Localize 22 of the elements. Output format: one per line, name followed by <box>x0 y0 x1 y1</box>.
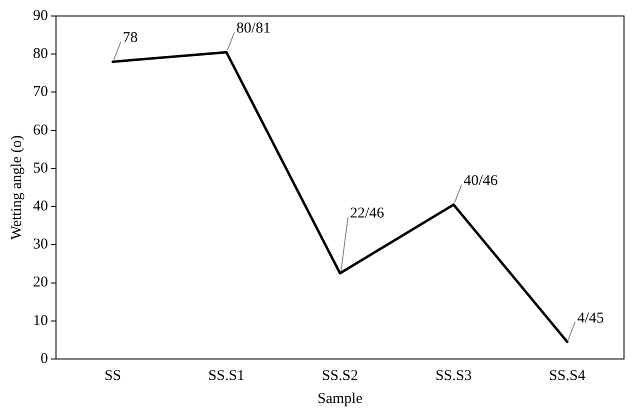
x-tick-label: SS.S1 <box>208 368 245 384</box>
y-tick-label: 80 <box>33 46 48 62</box>
data-label: 78 <box>122 30 138 46</box>
y-tick-label: 0 <box>40 350 48 367</box>
y-tick-label: 90 <box>33 8 48 24</box>
data-label: 4/45 <box>577 310 604 326</box>
y-tick-label: 60 <box>33 122 48 138</box>
x-axis-title: Sample <box>318 390 363 407</box>
y-tick-label: 30 <box>33 236 48 253</box>
y-tick-label: 40 <box>33 198 48 214</box>
data-label: 40/46 <box>464 173 498 190</box>
x-tick-label: SS.S2 <box>322 368 358 384</box>
y-tick-label: 10 <box>33 312 48 329</box>
y-tick-label: 70 <box>33 84 48 100</box>
data-label: 80/81 <box>236 20 271 37</box>
x-tick-label: SS <box>104 368 122 384</box>
x-tick-label: SS.S3 <box>435 368 472 384</box>
y-tick-label: 20 <box>33 274 48 291</box>
y-axis-title: Wetting angle (o) <box>8 135 25 240</box>
x-tick-label: SS.S4 <box>549 368 586 384</box>
data-label: 22/46 <box>350 206 385 222</box>
y-tick-label: 50 <box>33 160 48 176</box>
